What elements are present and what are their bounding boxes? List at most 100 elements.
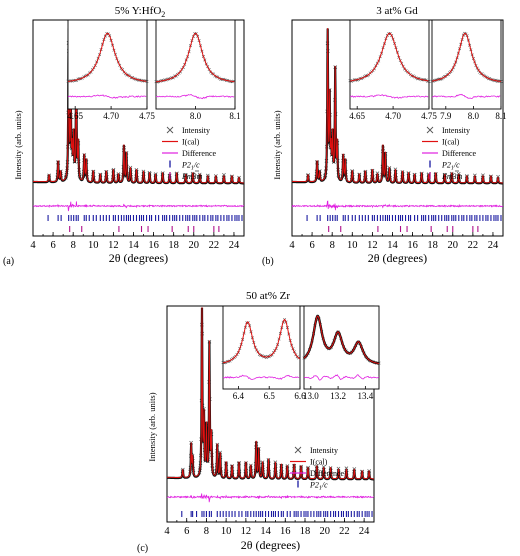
inset-x-tick-label: 7.9 (440, 111, 452, 121)
legend-label: I(cal) (182, 138, 200, 147)
inset-1: 13.0 13.2 13.4 (302, 305, 381, 401)
x-tick-label: 10 (347, 240, 358, 251)
x-tick-label: 18 (300, 526, 311, 537)
legend-label-main: Fm3m (441, 172, 463, 181)
legend-label: Difference (310, 469, 345, 478)
difference-series (166, 493, 375, 503)
inset-difference (431, 93, 501, 99)
legend-marker-observed (426, 126, 434, 134)
chart-title: 50 at% Zr (246, 290, 290, 302)
x-tick-label: 6 (50, 240, 55, 251)
legend-label-main: Difference (310, 469, 345, 478)
x-tick-label: 20 (448, 240, 459, 251)
inset-x-tick-label: 13.4 (357, 391, 373, 401)
legend-label: Fm3m (181, 172, 203, 181)
inset-x-tick-label: 13.0 (303, 391, 319, 401)
x-tick-label: 24 (229, 240, 240, 251)
x-tick-label: 4 (164, 526, 170, 537)
x-tick-label: 14 (260, 526, 271, 537)
legend-label: I(cal) (442, 138, 460, 147)
legend-label-main: P2 (181, 161, 191, 170)
x-tick-label: 4 (289, 240, 295, 251)
inset-0: 4.65 4.70 4.75 (348, 19, 437, 121)
inset-1: 8.0 8.1 (154, 19, 241, 121)
inset-difference (155, 94, 235, 100)
legend-label-main: Difference (442, 149, 477, 158)
inset-x-tick-label: 8.1 (495, 111, 506, 121)
inset-x-tick-label: 4.70 (385, 111, 401, 121)
legend-label-main: Intensity (182, 126, 210, 135)
y-axis-label: Intensity (arb. units) (272, 110, 282, 179)
inset-x-tick-label: 4.65 (67, 111, 83, 121)
p21c-reflection-ticks (306, 215, 502, 221)
chart-panel-2: 50 at% Zr Intensity (arb. units) 4 6 8 10 12 14… (137, 290, 381, 554)
legend-label-main: I(cal) (182, 138, 200, 147)
x-tick-label: 6 (309, 240, 314, 251)
chart-panel-1: 3 at% Gd Intensity (arb. units) 4 6 8 10 12 14 1… (262, 5, 507, 267)
inset-calculated-overlay (303, 315, 380, 364)
inset-x-tick-label: 4.65 (349, 111, 365, 121)
inset-x-tick-label: 4.75 (139, 111, 155, 121)
legend-label: I(cal) (310, 458, 328, 467)
fm3m-reflection-ticks (69, 226, 220, 232)
inset-difference (67, 94, 147, 99)
inset-0: 6.4 6.5 6.6 (221, 305, 306, 401)
p21c-reflection-ticks (181, 511, 373, 517)
x-axis-label: 2θ (degrees) (109, 251, 168, 265)
inset-x-tick-label: 8.0 (190, 111, 202, 121)
fm3m-reflection-ticks (328, 226, 479, 232)
calculated-series (292, 27, 503, 184)
x-tick-label: 24 (488, 240, 499, 251)
panel-letter: (a) (3, 256, 14, 267)
x-tick-label: 14 (128, 240, 139, 251)
x-tick-label: 8 (330, 240, 335, 251)
observed-point (344, 466, 349, 471)
legend-label: Difference (442, 149, 477, 158)
legend-label: Difference (182, 149, 217, 158)
legend: Intensity I(cal) Difference P21/c (290, 446, 345, 492)
x-tick-label: 16 (280, 526, 291, 537)
chart-title-main: 50 at% Zr (246, 290, 290, 302)
inset-calculated (349, 32, 429, 82)
chart-title-main: 3 at% Gd (376, 5, 418, 17)
inset-calculated (222, 318, 301, 364)
inset-0: 4.65 4.70 4.75 (66, 19, 155, 121)
legend-label-sub: 1 (319, 486, 322, 492)
legend-label-main: Fm3m (181, 172, 203, 181)
inset-1: 7.9 8.0 8.1 (430, 19, 507, 121)
inset-difference (349, 94, 429, 99)
p21c-reflection-ticks (47, 215, 243, 221)
x-tick-label: 16 (407, 240, 418, 251)
inset-x-tick-label: 4.75 (421, 111, 437, 121)
x-tick-label: 10 (221, 526, 232, 537)
legend-label-main: I(cal) (442, 138, 460, 147)
x-tick-label: 14 (387, 240, 398, 251)
difference-series (32, 201, 245, 212)
x-tick-label: 12 (367, 240, 378, 251)
x-tick-label: 4 (30, 240, 36, 251)
x-axis-label: 2θ (degrees) (368, 251, 427, 265)
chart-title-sub: 2 (161, 10, 165, 19)
x-tick-label: 8 (71, 240, 76, 251)
chart-title: 5% Y:HfO2 (115, 5, 166, 19)
panel-letter: (b) (262, 256, 274, 267)
inset-difference (303, 374, 380, 381)
legend-label-main: P2 (441, 161, 451, 170)
legend-label: P21/c (309, 481, 328, 492)
legend-label: Intensity (182, 126, 210, 135)
x-tick-label: 16 (148, 240, 159, 251)
x-tick-label: 12 (108, 240, 119, 251)
x-tick-label: 8 (204, 526, 209, 537)
legend-label: Intensity (310, 446, 338, 455)
inset-frame (349, 19, 430, 110)
inset-x-tick-label: 6.5 (264, 391, 276, 401)
panel-letter: (c) (137, 543, 148, 554)
chart-title: 3 at% Gd (376, 5, 418, 17)
legend-marker-observed (294, 446, 302, 454)
legend-label-main: P2 (309, 481, 319, 490)
x-tick-label: 18 (427, 240, 438, 251)
legend-label: P21/c (441, 161, 460, 172)
